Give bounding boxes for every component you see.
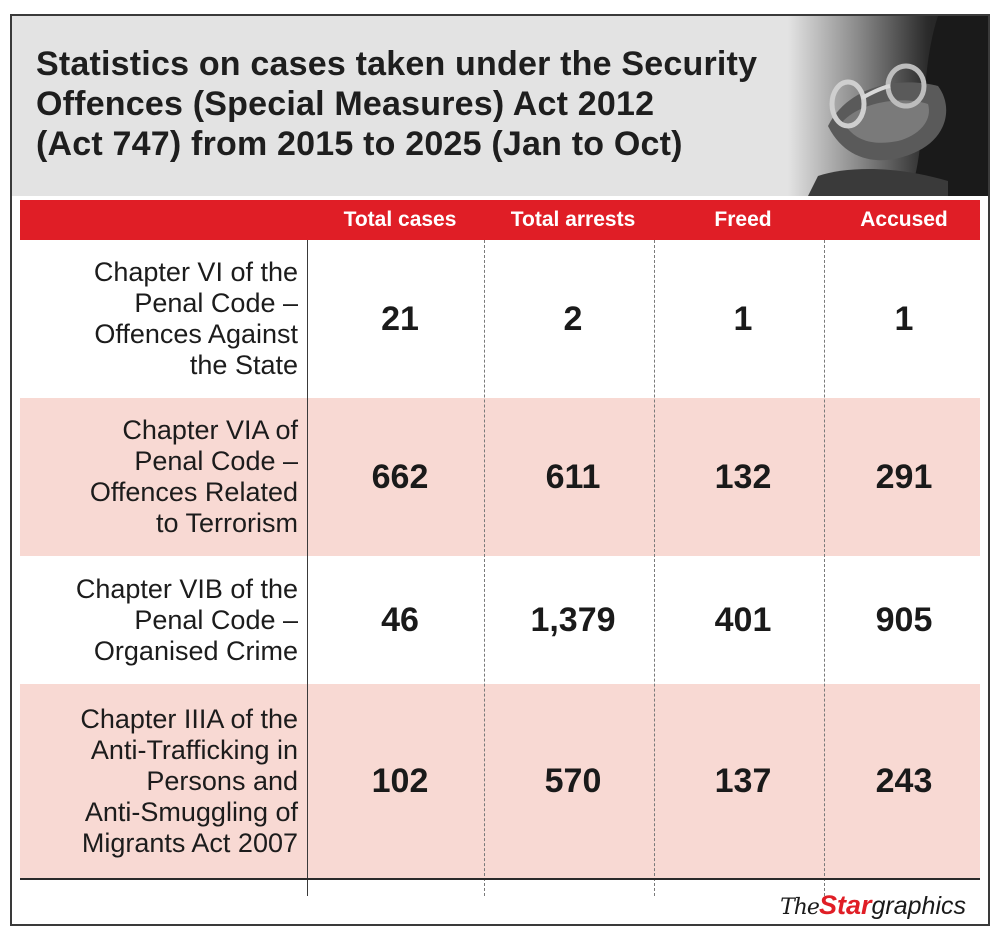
cell-total-cases: 46 bbox=[381, 600, 419, 639]
cell-freed: 132 bbox=[714, 457, 772, 496]
title-banner: Statistics on cases taken under the Secu… bbox=[12, 16, 988, 196]
cell-accused: 243 bbox=[875, 761, 933, 800]
logo-graphics: graphics bbox=[871, 892, 967, 920]
row-label-line: to Terrorism bbox=[155, 508, 298, 538]
row-label-line: Anti-Smuggling of bbox=[84, 796, 298, 827]
row-label-line: Penal Code – bbox=[134, 288, 298, 318]
column-divider bbox=[654, 240, 655, 896]
cell-total-arrests: 611 bbox=[545, 457, 601, 496]
row-label: Chapter VIA of Penal Code – Offences Rel… bbox=[20, 398, 298, 556]
row-label-line: Organised Crime bbox=[93, 635, 298, 666]
chart-title: Statistics on cases taken under the Secu… bbox=[36, 44, 856, 164]
handcuffed-hands-photo-icon bbox=[788, 16, 988, 196]
title-line-3: (Act 747) from 2015 to 2025 (Jan to Oct) bbox=[36, 125, 683, 163]
row-label-line: Chapter VI of the bbox=[93, 257, 298, 287]
row-label-line: Migrants Act 2007 bbox=[81, 827, 298, 858]
row-label-line: Chapter VIA of bbox=[122, 415, 298, 445]
logo-star: Star bbox=[818, 890, 872, 920]
row-label-line: Chapter VIB of the bbox=[75, 573, 298, 604]
title-line-1: Statistics on cases taken under the Secu… bbox=[36, 45, 758, 83]
column-divider bbox=[824, 240, 825, 896]
table-row: Chapter VIB of the Penal Code – Organise… bbox=[20, 556, 980, 684]
row-label-line: Anti-Trafficking in bbox=[90, 734, 298, 765]
row-label: Chapter IIIA of the Anti-Trafficking in … bbox=[20, 684, 298, 878]
row-label-line: Chapter IIIA of the bbox=[80, 703, 298, 734]
column-header-total-arrests: Total arrests bbox=[510, 208, 636, 231]
row-label-line: the State bbox=[189, 350, 298, 380]
title-line-2: Offences (Special Measures) Act 2012 bbox=[36, 85, 655, 123]
cell-total-arrests: 2 bbox=[563, 299, 583, 338]
table-row: Chapter IIIA of the Anti-Trafficking in … bbox=[20, 684, 980, 878]
row-label-line: Penal Code – bbox=[134, 446, 298, 476]
column-header-accused: Accused bbox=[860, 208, 948, 231]
infographic-frame: Statistics on cases taken under the Secu… bbox=[10, 14, 990, 926]
cell-total-cases: 21 bbox=[381, 299, 419, 338]
bottom-rule bbox=[20, 878, 980, 880]
the-star-graphics-logo: TheStargraphics bbox=[780, 890, 966, 920]
cell-freed: 1 bbox=[733, 299, 753, 338]
cell-total-cases: 662 bbox=[371, 457, 429, 496]
cell-freed: 137 bbox=[714, 761, 772, 800]
cell-accused: 905 bbox=[875, 600, 933, 639]
row-label-line: Persons and bbox=[146, 765, 298, 796]
cell-total-cases: 102 bbox=[371, 761, 429, 800]
row-label: Chapter VIB of the Penal Code – Organise… bbox=[20, 556, 298, 684]
logo-the: The bbox=[780, 895, 820, 920]
row-label-line: Offences Related bbox=[89, 477, 298, 507]
cell-total-arrests: 1,379 bbox=[530, 600, 616, 639]
table-row: Chapter VI of the Penal Code – Offences … bbox=[20, 240, 980, 398]
row-label-line: Offences Against bbox=[94, 319, 298, 349]
cell-total-arrests: 570 bbox=[544, 761, 602, 800]
label-column-divider bbox=[307, 240, 308, 896]
table-header-row: Total cases Total arrests Freed Accused bbox=[20, 200, 980, 240]
cell-accused: 1 bbox=[894, 299, 914, 338]
cell-accused: 291 bbox=[875, 457, 933, 496]
row-label: Chapter VI of the Penal Code – Offences … bbox=[20, 240, 298, 398]
cell-freed: 401 bbox=[714, 600, 772, 639]
row-label-line: Penal Code – bbox=[134, 604, 298, 635]
column-header-total-cases: Total cases bbox=[343, 208, 457, 231]
column-divider bbox=[484, 240, 485, 896]
column-header-freed: Freed bbox=[714, 208, 772, 231]
table-row: Chapter VIA of Penal Code – Offences Rel… bbox=[20, 398, 980, 556]
